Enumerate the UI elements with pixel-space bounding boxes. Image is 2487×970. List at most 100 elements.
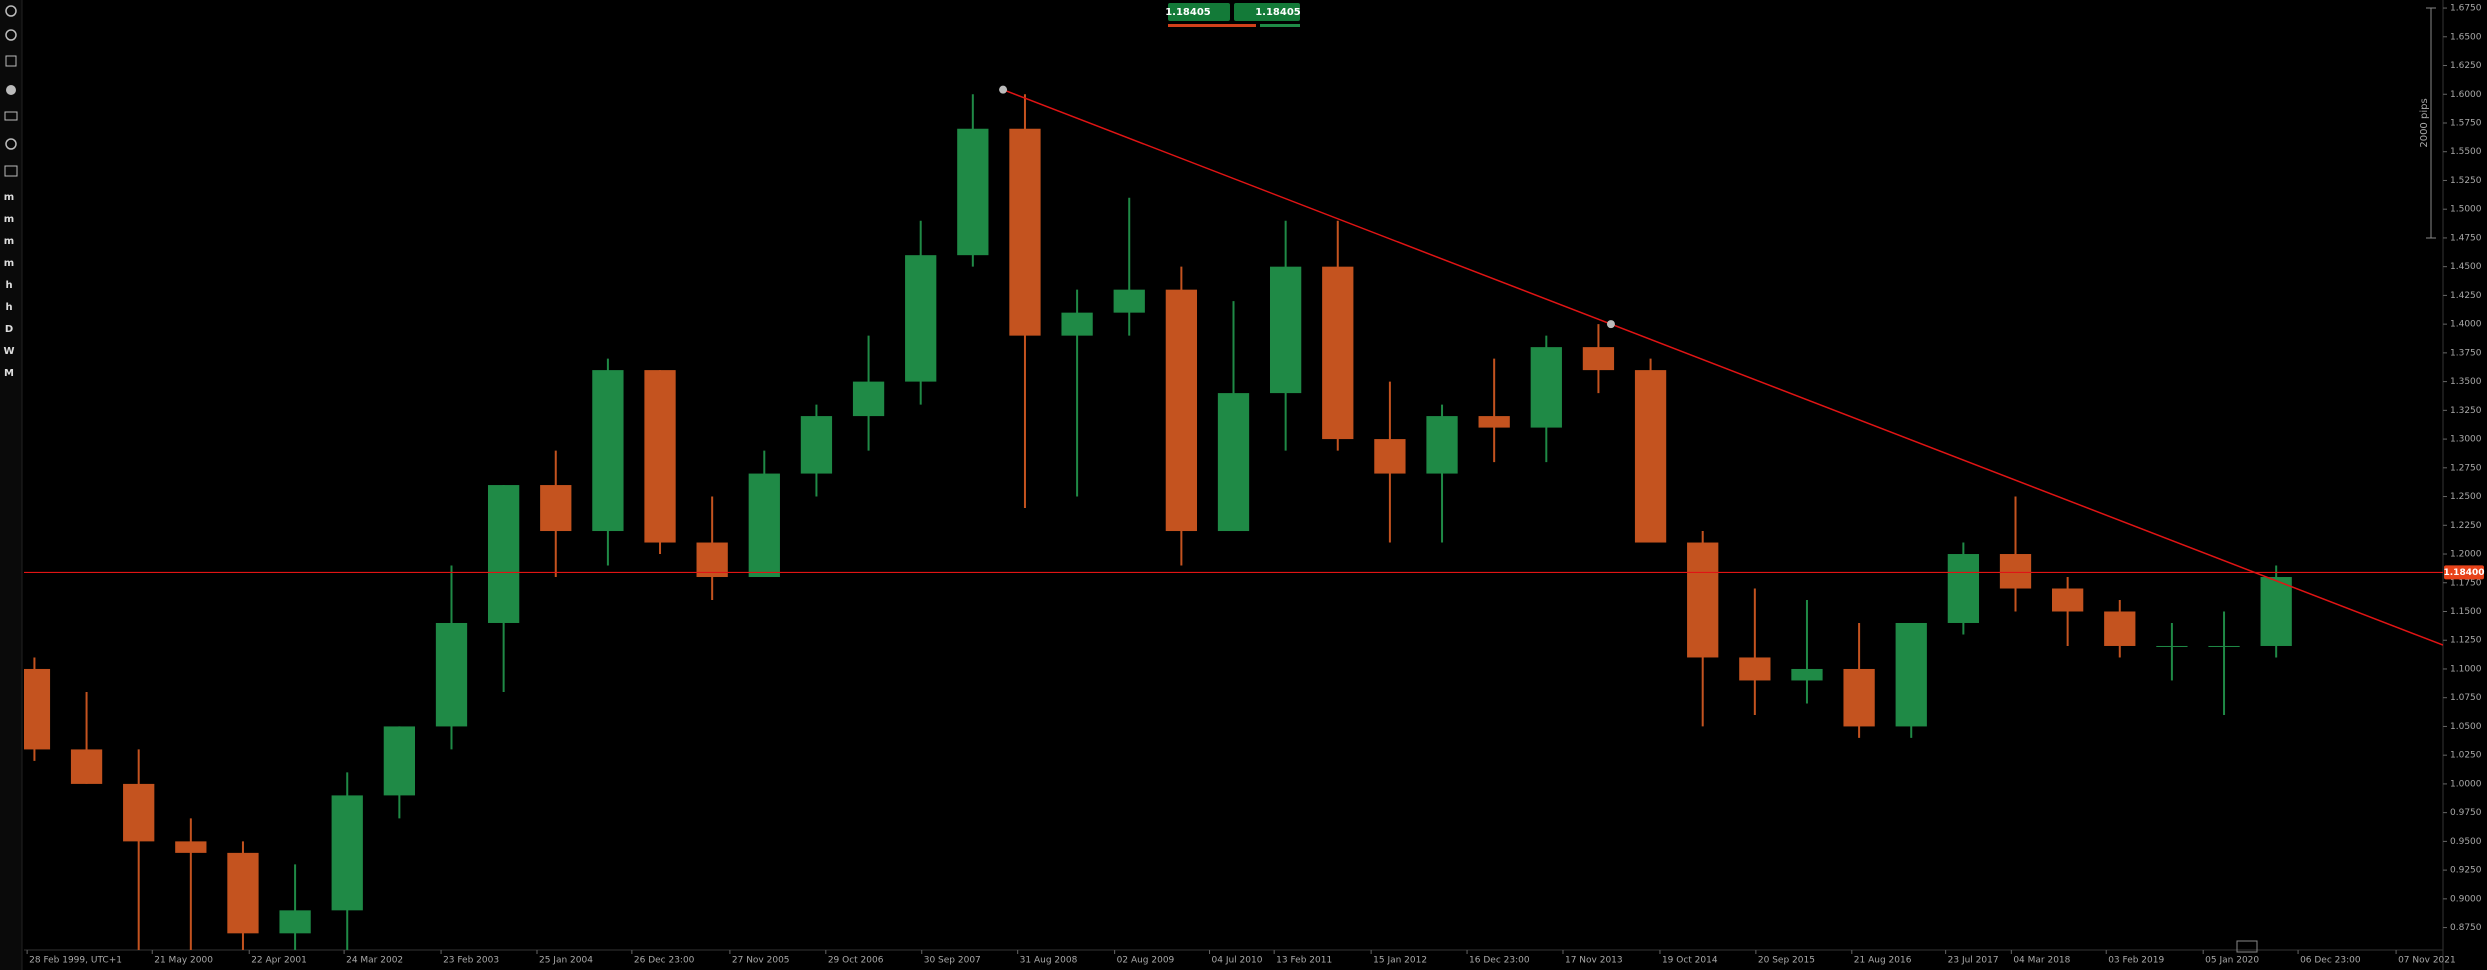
y-tick-label: 1.3500 <box>2450 377 2482 387</box>
y-tick-label: 1.6500 <box>2450 32 2482 42</box>
x-tick-label: 02 Aug 2009 <box>1117 956 1175 966</box>
template-icon[interactable] <box>4 111 18 121</box>
x-tick-label: 25 Jan 2004 <box>539 956 593 966</box>
timeframe-button[interactable]: h <box>5 302 12 313</box>
candle-body <box>331 795 363 911</box>
zoom-in-icon[interactable] <box>5 5 17 17</box>
y-tick-label: 1.2000 <box>2450 550 2482 560</box>
x-tick-label: 04 Jul 2010 <box>1212 956 1263 966</box>
y-tick-label: 1.5500 <box>2450 147 2482 157</box>
x-tick-label: 16 Dec 23:00 <box>1469 956 1530 966</box>
scroll-icon[interactable] <box>2236 940 2258 953</box>
candle-body <box>1947 554 1980 623</box>
timeframe-button[interactable]: m <box>4 214 14 225</box>
candle-body <box>2104 611 2136 646</box>
x-tick-label: 20 Sep 2015 <box>1758 956 1815 966</box>
toolbar <box>0 0 22 970</box>
x-tick-label: 21 May 2000 <box>154 956 213 966</box>
timeframe-button[interactable]: m <box>4 258 14 269</box>
candle-body <box>644 370 676 543</box>
y-tick-label: 0.8750 <box>2450 923 2482 933</box>
candle-body <box>1634 370 1667 543</box>
pip-scale-label: 2000 pips <box>2419 98 2430 147</box>
candle-body <box>1530 347 1562 428</box>
sell-price[interactable]: 1.18405 <box>1165 7 1211 18</box>
candle-body <box>279 910 311 934</box>
y-tick-label: 1.0750 <box>2450 693 2482 703</box>
y-tick-label: 1.1500 <box>2450 607 2482 617</box>
y-tick-label: 1.1250 <box>2450 636 2482 646</box>
sell-button[interactable] <box>1168 3 1230 21</box>
y-tick-label: 0.9750 <box>2450 808 2482 818</box>
candle-body <box>2208 645 2240 647</box>
y-tick-label: 1.3000 <box>2450 435 2482 445</box>
candle-body <box>1165 289 1198 532</box>
candle-body <box>2156 645 2188 647</box>
y-tick-label: 0.9000 <box>2450 894 2482 904</box>
timeframe-button[interactable]: W <box>3 346 14 357</box>
chart-type-icon[interactable] <box>5 55 17 67</box>
x-tick-label: 28 Feb 1999, UTC+1 <box>29 956 122 966</box>
y-tick-label: 1.5250 <box>2450 176 2482 186</box>
x-tick-label: 06 Dec 23:00 <box>2300 956 2361 966</box>
timeframe-button[interactable]: h <box>5 280 12 291</box>
x-tick-label: 15 Jan 2012 <box>1373 956 1427 966</box>
candle-body <box>800 416 833 474</box>
x-tick-label: 17 Nov 2013 <box>1565 956 1623 966</box>
candle-body <box>70 749 103 784</box>
y-tick-label: 1.2500 <box>2450 492 2482 502</box>
y-tick-label: 1.3250 <box>2450 406 2482 416</box>
zoom-out-icon[interactable] <box>5 29 17 41</box>
y-tick-label: 0.9250 <box>2450 866 2482 876</box>
candle-body <box>1269 266 1302 394</box>
candle-body <box>592 370 624 532</box>
candle-body <box>1582 347 1615 371</box>
x-tick-label: 07 Nov 2021 <box>2398 956 2456 966</box>
x-tick-label: 31 Aug 2008 <box>1020 956 1078 966</box>
y-tick-label: 1.6750 <box>2450 4 2482 14</box>
timeframe-button[interactable]: D <box>5 324 13 335</box>
clock-icon[interactable] <box>4 165 18 177</box>
y-tick-label: 1.4750 <box>2450 233 2482 243</box>
y-tick-label: 1.5000 <box>2450 205 2482 215</box>
indicator-icon[interactable] <box>5 138 17 150</box>
candle-body <box>2051 588 2084 612</box>
candle-body <box>1322 266 1354 440</box>
candle-body <box>24 668 51 750</box>
candle-body <box>1843 668 1875 727</box>
candle-body <box>227 852 259 934</box>
candle-body <box>1791 668 1823 681</box>
x-tick-label: 30 Sep 2007 <box>924 956 981 966</box>
y-tick-label: 1.1750 <box>2450 578 2482 588</box>
candle-body <box>175 841 207 853</box>
candle-body <box>1061 312 1093 336</box>
candle-body <box>383 726 416 796</box>
candle-body <box>540 485 572 532</box>
candle-body <box>1895 622 1927 727</box>
x-tick-label: 21 Aug 2016 <box>1854 956 1912 966</box>
trendline-anchor <box>1606 320 1615 329</box>
x-tick-label: 24 Mar 2002 <box>346 956 403 966</box>
x-tick-label: 26 Dec 23:00 <box>634 956 695 966</box>
x-tick-label: 03 Feb 2019 <box>2108 956 2164 966</box>
buy-button[interactable] <box>1234 3 1300 21</box>
candle-body <box>1478 416 1510 428</box>
trendline <box>1002 88 2443 646</box>
candle-body <box>1374 439 1406 474</box>
timeframe-button[interactable]: m <box>4 192 14 203</box>
y-tick-label: 1.4250 <box>2450 291 2482 301</box>
y-tick-label: 1.3750 <box>2450 348 2482 358</box>
candle-body <box>123 783 155 842</box>
settings-icon[interactable] <box>6 85 16 95</box>
candle-body <box>748 473 780 578</box>
buy-price[interactable]: 1.18405 <box>1255 7 1301 18</box>
x-tick-label: 05 Jan 2020 <box>2205 956 2259 966</box>
x-tick-label: 13 Feb 2011 <box>1276 956 1332 966</box>
candle-body <box>1113 289 1145 313</box>
y-tick-label: 1.2750 <box>2450 463 2482 473</box>
y-tick-label: 1.4000 <box>2450 320 2482 330</box>
timeframe-button[interactable]: M <box>4 368 14 379</box>
timeframe-button[interactable]: m <box>4 236 14 247</box>
